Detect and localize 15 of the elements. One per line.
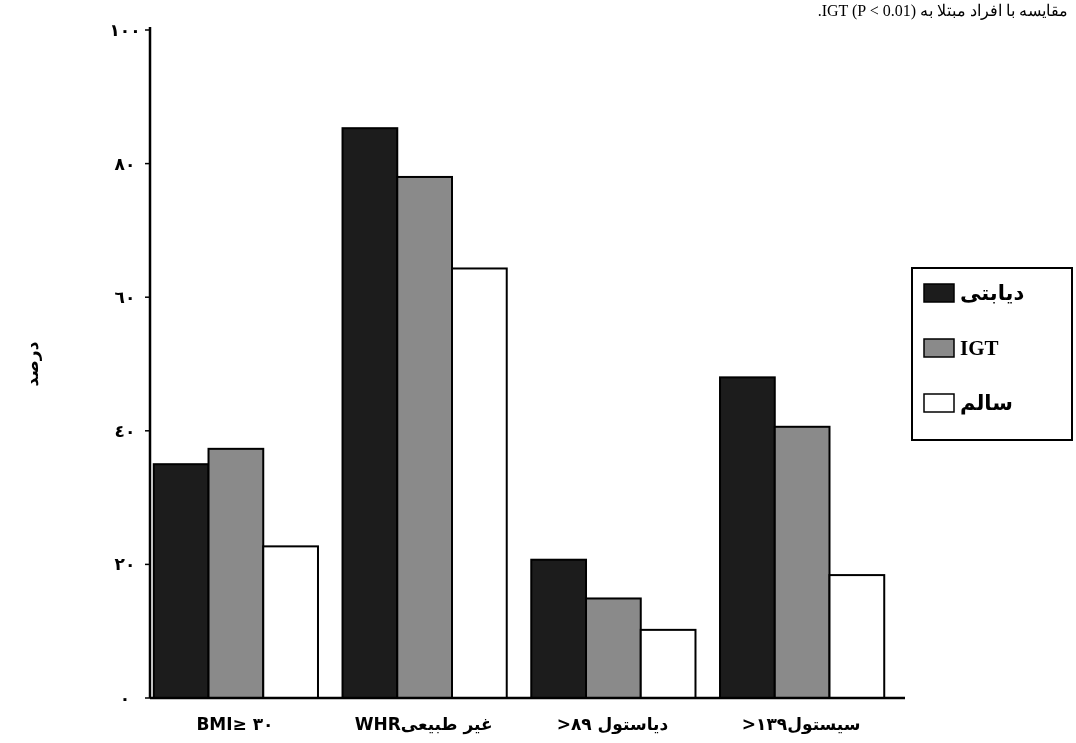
x-tick-label: غیر طبیعیWHR: [354, 714, 493, 735]
x-tick-label: سیستول۱۳۹<: [741, 714, 861, 735]
legend-label: دیابتی: [960, 281, 1025, 305]
y-axis-title: درصد: [22, 341, 42, 387]
legend-label: سالم: [960, 391, 1013, 415]
x-tick-label: BMI≥ ۳۰: [196, 714, 274, 734]
x-tick-label: دیاستول ۸۹<: [556, 714, 669, 735]
y-tick-label: ٦۰: [114, 287, 136, 308]
y-tick-label: ۱۰۰: [109, 20, 141, 40]
text: مقایسه با افراد مبتلا به IGT (P < 0.01).: [817, 2, 1068, 20]
legend-label: IGT: [960, 336, 999, 360]
y-tick-label: ۰: [119, 688, 131, 708]
y-tick-label: ۸۰: [114, 153, 136, 174]
y-tick-label: ٤۰: [114, 420, 136, 441]
y-tick-label: ۲۰: [114, 554, 136, 575]
